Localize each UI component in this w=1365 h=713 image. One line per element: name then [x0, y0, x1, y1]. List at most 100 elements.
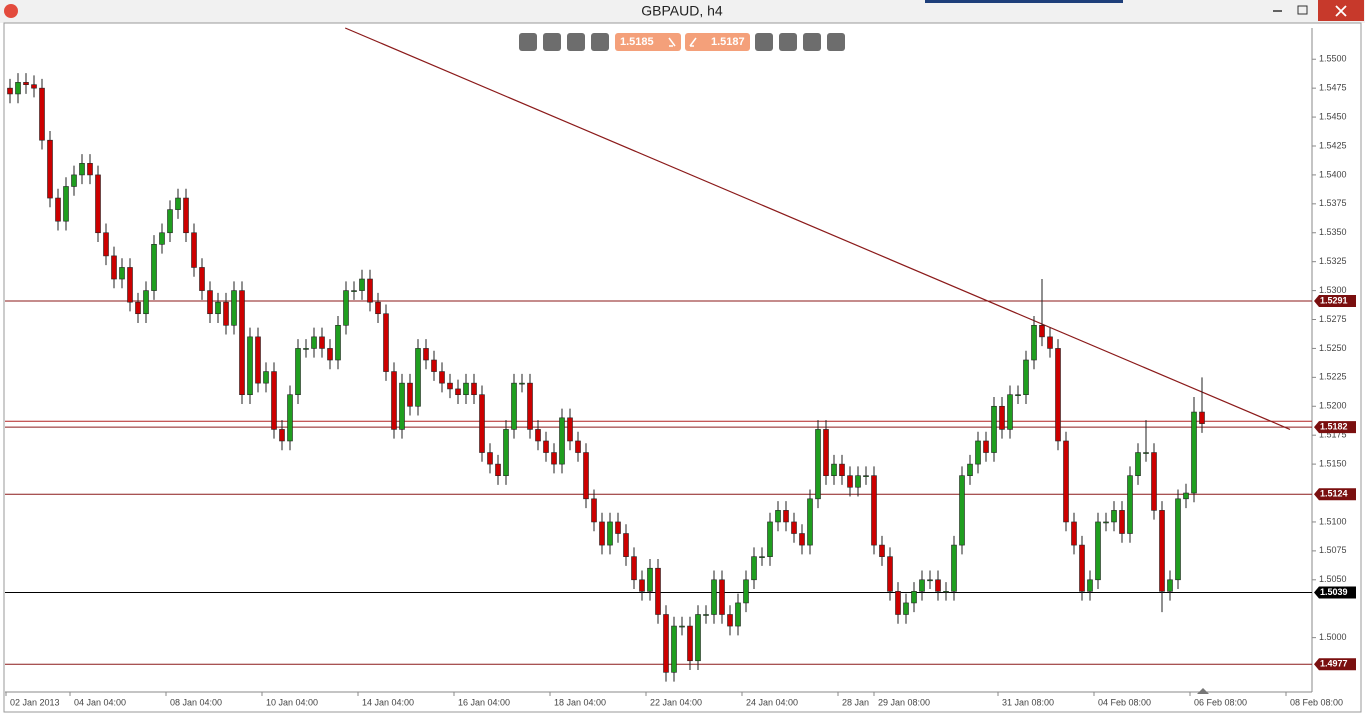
candle-body — [135, 301, 141, 315]
candle-body — [255, 336, 261, 384]
timeframe-button[interactable] — [567, 33, 585, 51]
candle-body — [1087, 579, 1093, 592]
candle-body — [391, 371, 397, 430]
orders-button[interactable] — [755, 33, 773, 51]
candle-body — [415, 348, 421, 407]
x-tick-label: 08 Feb 08:00 — [1290, 697, 1343, 707]
settings-button[interactable] — [827, 33, 845, 51]
x-tick-label: 14 Jan 04:00 — [362, 697, 414, 707]
candle-body — [879, 544, 885, 557]
zoom-button[interactable] — [519, 33, 537, 51]
candle-body — [303, 348, 309, 350]
candle-body — [119, 267, 125, 280]
y-tick-label: 1.5150 — [1319, 458, 1347, 468]
level-tag — [1314, 295, 1356, 308]
candle-body — [871, 475, 877, 546]
candle-body — [919, 579, 925, 592]
candle-body — [271, 371, 277, 430]
candle-body — [823, 429, 829, 476]
sell-button[interactable] — [615, 33, 681, 51]
candle-body — [639, 579, 645, 592]
candle-body — [735, 602, 741, 627]
candle-body — [1175, 498, 1181, 581]
y-tick-label: 1.5300 — [1319, 285, 1347, 295]
candle-body — [855, 475, 861, 488]
candle-body — [1063, 440, 1069, 523]
restore-button[interactable] — [1297, 5, 1308, 15]
candle-body — [1103, 521, 1109, 524]
candle-body — [887, 556, 893, 592]
candle-body — [1143, 452, 1149, 454]
candle-body — [351, 290, 357, 292]
candle-body — [847, 475, 853, 488]
title-bar — [0, 0, 1365, 23]
candle-body — [671, 625, 677, 673]
candle-body — [751, 556, 757, 581]
candle-body — [79, 163, 85, 176]
x-tick-label: 31 Jan 08:00 — [1002, 697, 1054, 707]
candle-body — [591, 498, 597, 523]
candle-body — [279, 429, 285, 442]
candle-body — [791, 521, 797, 534]
candle-body — [175, 197, 181, 210]
chart-type-button[interactable] — [591, 33, 609, 51]
candle-body — [575, 440, 581, 453]
y-tick-label: 1.5100 — [1319, 516, 1347, 526]
candle-body — [159, 232, 165, 245]
candle-body — [207, 290, 213, 315]
candle-body — [519, 382, 525, 385]
candle-body — [991, 405, 997, 453]
candle-body — [1047, 336, 1053, 349]
candle-body — [1023, 359, 1029, 396]
y-tick-label: 1.5400 — [1319, 169, 1347, 179]
candle-body — [1039, 324, 1045, 338]
candle-body — [903, 602, 909, 615]
candle-body — [815, 429, 821, 500]
y-tick-label: 1.5050 — [1319, 574, 1347, 584]
y-tick-label: 1.5000 — [1319, 632, 1347, 642]
y-tick-label: 1.5350 — [1319, 227, 1347, 237]
candle-body — [1055, 348, 1061, 442]
candle-body — [1079, 544, 1085, 592]
buy-button[interactable] — [685, 33, 750, 51]
draw-button[interactable] — [543, 33, 561, 51]
candle-body — [567, 417, 573, 442]
candle-body — [199, 267, 205, 291]
candle-body — [1135, 452, 1141, 476]
candle-body — [711, 579, 717, 615]
y-tick-label: 1.5325 — [1319, 256, 1347, 266]
candle-body — [7, 87, 13, 95]
candle-body — [239, 290, 245, 396]
x-tick-label: 22 Jan 04:00 — [650, 697, 702, 707]
candle-body — [535, 429, 541, 442]
candle-body — [983, 440, 989, 453]
alert-button[interactable] — [803, 33, 821, 51]
candle-body — [1199, 411, 1205, 424]
candle-body — [327, 348, 333, 361]
indicator-button[interactable] — [779, 33, 797, 51]
candle-body — [447, 382, 453, 390]
candle-body — [503, 429, 509, 476]
app-icon — [4, 4, 18, 18]
candle-body — [743, 579, 749, 604]
y-tick-label: 1.5250 — [1319, 343, 1347, 353]
candle-body — [87, 163, 93, 176]
candle-body — [431, 359, 437, 372]
candle-body — [759, 556, 765, 558]
y-tick-label: 1.5375 — [1319, 198, 1347, 208]
level-label: 1.5039 — [1320, 587, 1348, 597]
candle-body — [103, 232, 109, 257]
candle-body — [55, 197, 61, 222]
candle-body — [863, 475, 869, 477]
candle-body — [71, 174, 77, 187]
y-tick-label: 1.5200 — [1319, 401, 1347, 411]
candle-body — [631, 556, 637, 581]
level-label: 1.5124 — [1320, 489, 1348, 499]
level-tag — [1314, 658, 1356, 671]
candle-body — [343, 290, 349, 326]
scroll-marker[interactable] — [1197, 688, 1209, 694]
candle-body — [967, 463, 973, 476]
level-tag — [1314, 488, 1356, 501]
